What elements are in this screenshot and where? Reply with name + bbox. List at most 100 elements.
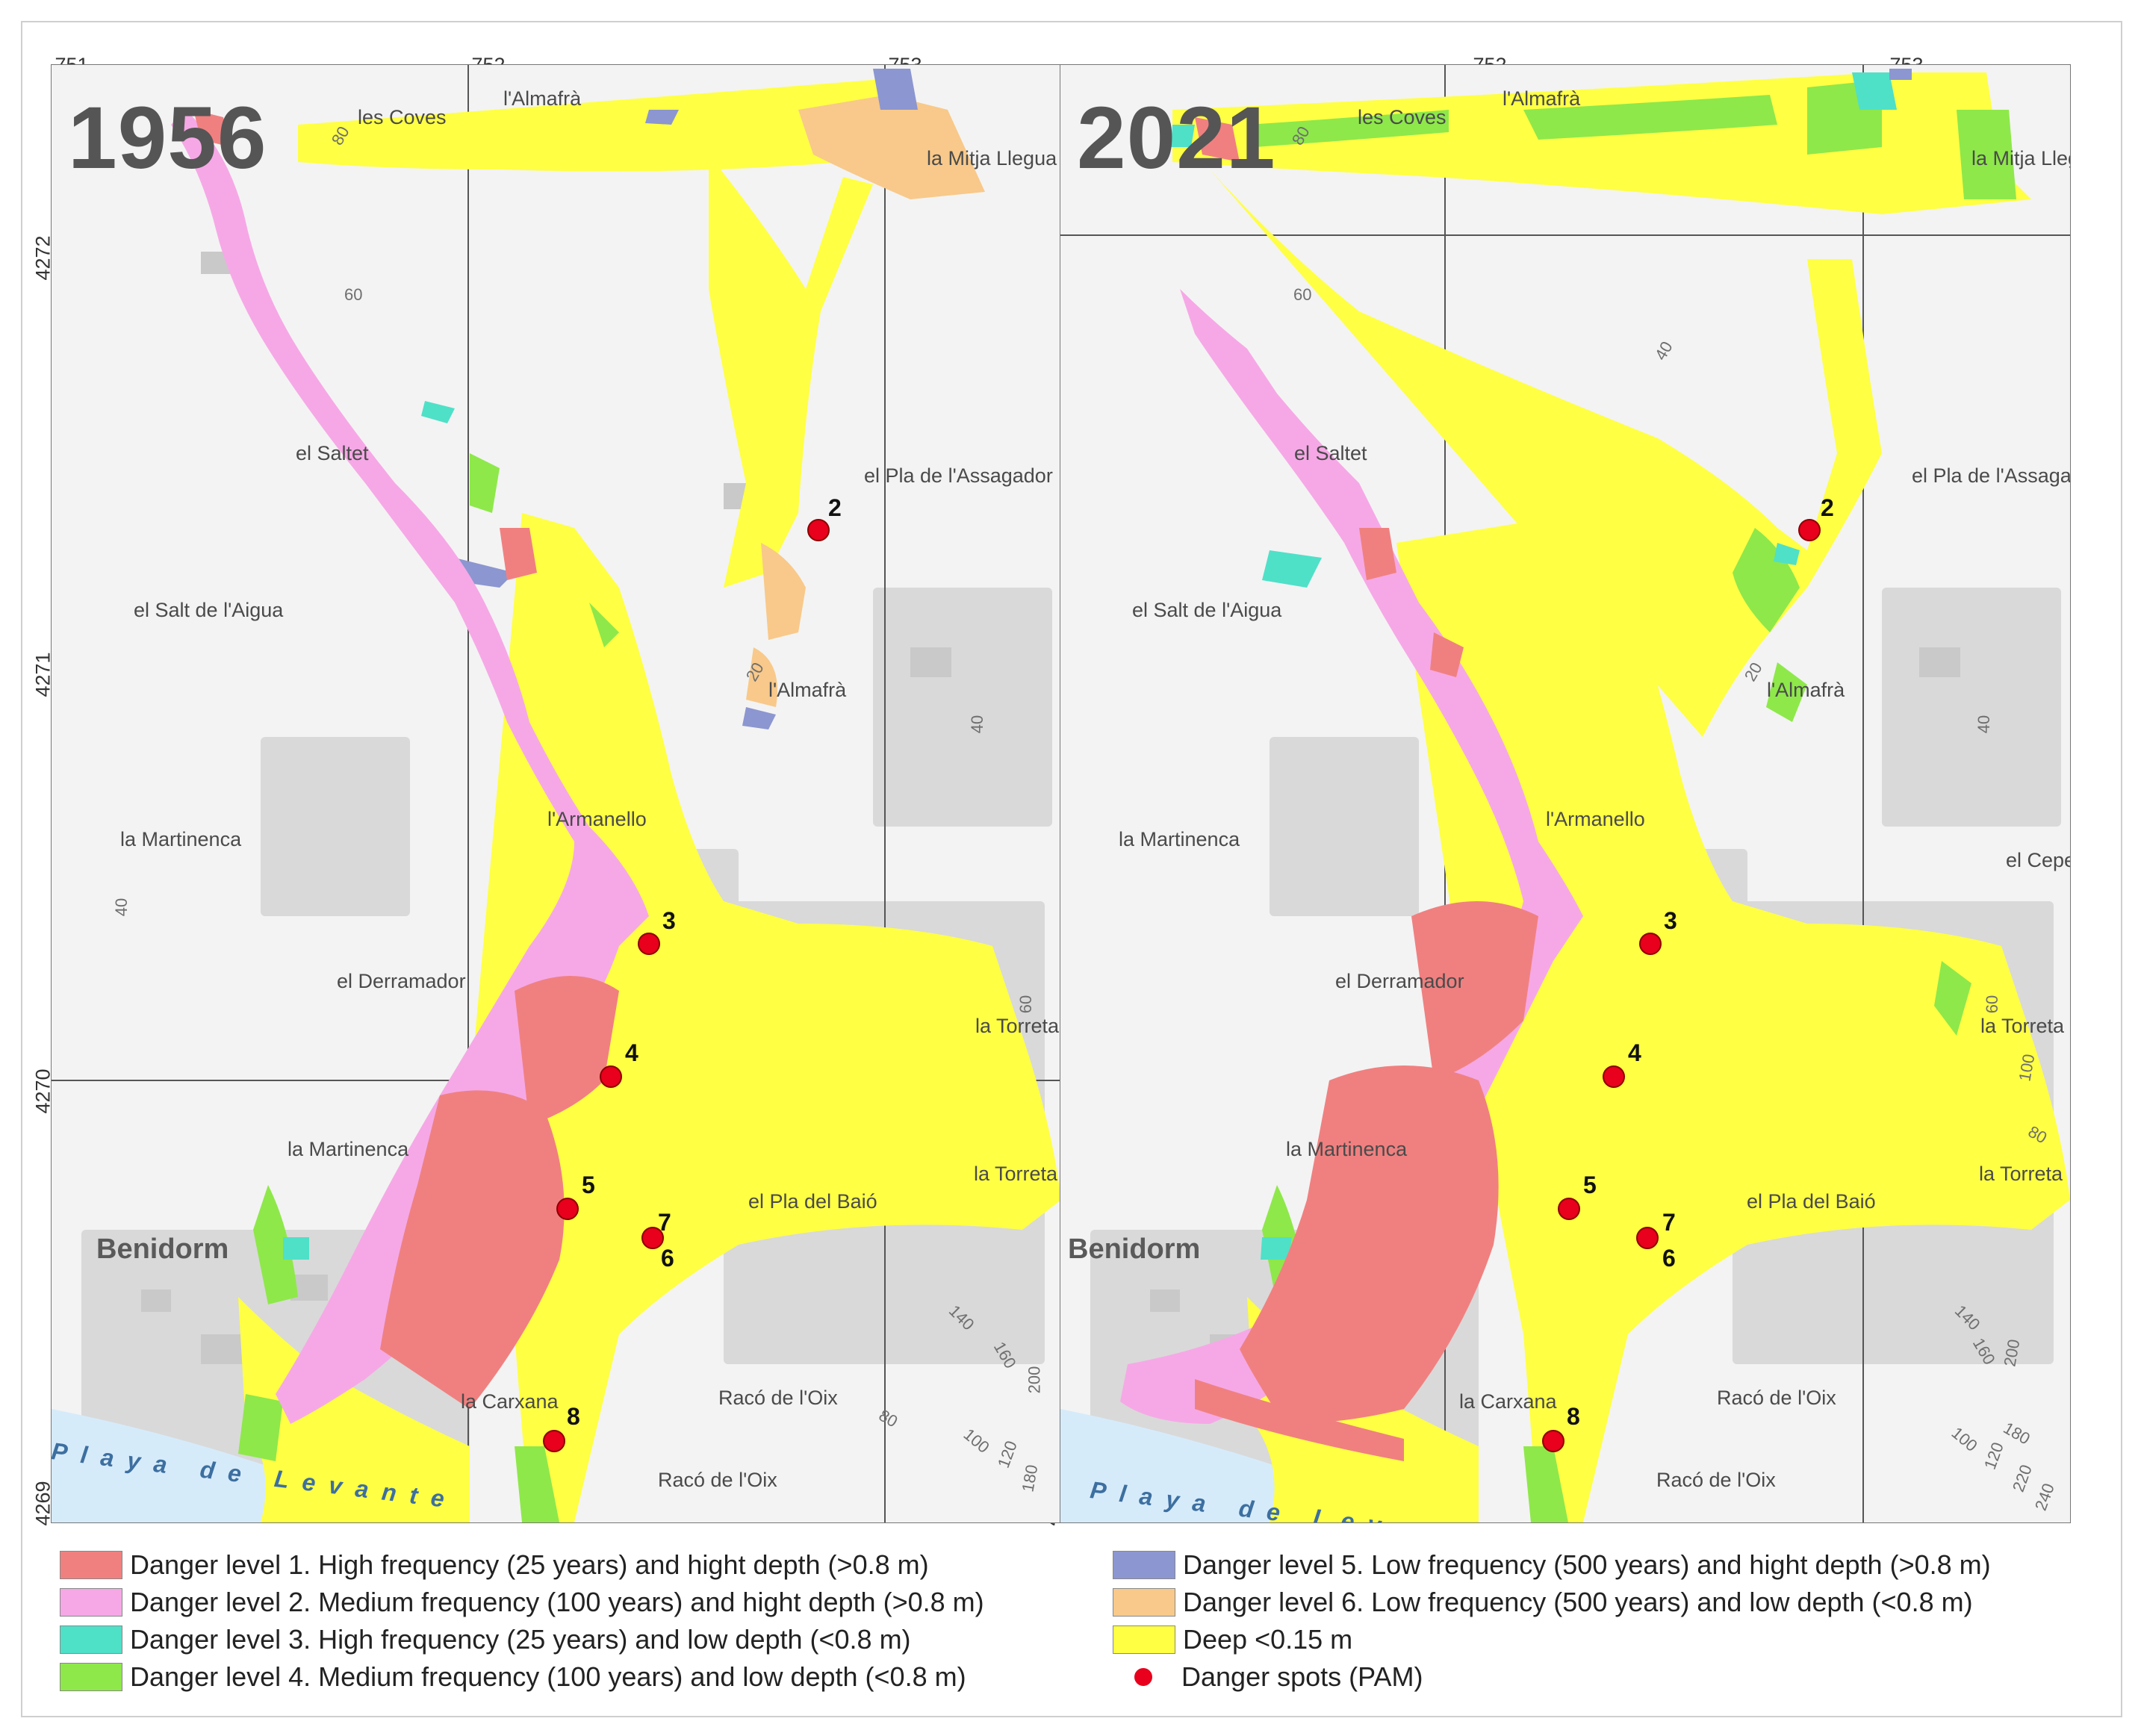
place-label: la Martinenca	[120, 828, 242, 850]
place-label: el Cepellar	[2006, 849, 2071, 871]
zone-level-3	[1171, 72, 1897, 1260]
contour-label: 60	[344, 285, 363, 304]
contour-label: 60	[1293, 285, 1312, 304]
year-label: 1956	[68, 89, 267, 187]
place-label: el Pla del Baió	[748, 1190, 877, 1213]
map-panel-2021: 2021 les Coves l'Almafrà la Mitja Llegua…	[1060, 64, 2071, 1523]
legend-swatch	[1113, 1551, 1175, 1579]
zone-level-5	[1889, 69, 1912, 80]
legend-label: Danger spots (PAM)	[1181, 1661, 1423, 1692]
place-label: el Salt de l'Aigua	[134, 599, 284, 621]
place-label: Racó de l'Oix	[658, 1469, 777, 1491]
spot-label-2: 2	[1821, 494, 1834, 521]
contour-label: 200	[1025, 1366, 1044, 1394]
spot-label-8: 8	[1567, 1403, 1580, 1430]
map-2021-graphics	[1060, 65, 2070, 1522]
place-label: el Pla de l'Assagador	[864, 464, 1053, 487]
legend-label: Danger level 2. Medium frequency (100 ye…	[130, 1587, 984, 1617]
place-label: Racó de l'Oix	[718, 1387, 838, 1409]
year-label: 2021	[1077, 89, 1276, 187]
legend-swatch	[60, 1625, 122, 1654]
danger-spot-8	[1542, 1430, 1564, 1452]
place-label: el Saltet	[296, 442, 369, 464]
spot-label-7: 7	[658, 1209, 671, 1236]
legend: Danger level 1. High frequency (25 years…	[60, 1549, 2091, 1710]
danger-spot-6-7	[1636, 1227, 1659, 1249]
legend-item-danger-spots: Danger spots (PAM)	[1113, 1661, 1423, 1693]
legend-item-level-5: Danger level 5. Low frequency (500 years…	[1113, 1549, 1991, 1581]
legend-label: Deep <0.15 m	[1183, 1624, 1353, 1655]
place-label-city: Benidorm	[96, 1233, 229, 1265]
legend-item-level-1: Danger level 1. High frequency (25 years…	[60, 1549, 929, 1581]
legend-label: Danger level 4. Medium frequency (100 ye…	[130, 1661, 966, 1692]
zone-level-2	[1120, 289, 1583, 1424]
legend-label: Danger level 6. Low frequency (500 years…	[1183, 1587, 1973, 1617]
map-1956-graphics	[52, 65, 1061, 1522]
legend-swatch	[60, 1551, 122, 1579]
spot-label-4: 4	[625, 1039, 638, 1066]
place-label: l'Almafrà	[1767, 679, 1845, 701]
place-label: l'Almafrà	[503, 87, 582, 110]
legend-swatch	[1113, 1588, 1175, 1617]
place-label: l'Armanello	[1546, 808, 1645, 830]
legend-item-level-4: Danger level 4. Medium frequency (100 ye…	[60, 1661, 966, 1693]
danger-spot-4	[1603, 1065, 1625, 1088]
place-label: la Torreta	[975, 1015, 1060, 1037]
legend-swatch	[1113, 1625, 1175, 1654]
place-label: la Torreta	[974, 1163, 1058, 1185]
legend-label: Danger level 3. High frequency (25 years…	[130, 1624, 911, 1655]
place-label: el Saltet	[1294, 442, 1367, 464]
legend-item-level-6: Danger level 6. Low frequency (500 years…	[1113, 1587, 1973, 1618]
place-label: la Carxana	[461, 1390, 559, 1413]
danger-spot-4	[600, 1065, 622, 1088]
danger-spot-icon	[1113, 1664, 1174, 1690]
place-label: les Coves	[358, 106, 447, 128]
danger-spots	[1542, 519, 1821, 1452]
danger-spot-6-7	[641, 1227, 664, 1249]
legend-label: Danger level 1. High frequency (25 years…	[130, 1549, 929, 1580]
place-label: l'Armanello	[547, 808, 647, 830]
map-panel-1956: 1956 les Coves l'Almafrà la Mitja Llegua…	[51, 64, 1062, 1523]
danger-spot-3	[1639, 933, 1662, 955]
spot-label-5: 5	[582, 1172, 595, 1198]
place-label: el Pla de l'Assagador	[1912, 464, 2071, 487]
zone-level-6	[746, 95, 985, 707]
danger-spot-2	[807, 519, 830, 541]
spot-label-8: 8	[567, 1403, 580, 1430]
place-label: la Martinenca	[1286, 1138, 1408, 1160]
contour-label: 60	[1983, 995, 2002, 1014]
place-label: el Pla del Baió	[1747, 1190, 1876, 1213]
zone-deep	[238, 80, 1061, 1522]
place-label: l'Almafrà	[1503, 87, 1581, 110]
spot-label-4: 4	[1628, 1039, 1641, 1066]
place-label: la Martinenca	[1119, 828, 1240, 850]
spot-label-3: 3	[1664, 907, 1677, 934]
legend-item-level-3: Danger level 3. High frequency (25 years…	[60, 1624, 911, 1655]
contour-label: 40	[112, 897, 131, 917]
place-label: l'Almafrà	[768, 679, 847, 701]
place-label: la Torreta	[1979, 1163, 2063, 1185]
legend-swatch	[60, 1588, 122, 1617]
place-label: el Salt de l'Aigua	[1132, 599, 1282, 621]
place-label: les Coves	[1358, 106, 1447, 128]
danger-spots	[543, 519, 830, 1452]
zone-level-1	[193, 110, 619, 1409]
danger-spot-5	[556, 1198, 579, 1220]
danger-spot-3	[638, 933, 660, 955]
place-label: la Mitja Llegua	[927, 147, 1057, 169]
place-label: la Mitja Llegua	[1971, 147, 2070, 169]
spot-label-5: 5	[1583, 1172, 1597, 1198]
zone-level-4	[238, 453, 619, 1522]
place-label: la Martinenca	[288, 1138, 409, 1160]
spot-label-2: 2	[828, 494, 842, 521]
spot-label-6: 6	[1662, 1245, 1676, 1272]
place-label: el Derramador	[337, 970, 466, 992]
place-label: Racó de l'Oix	[1717, 1387, 1836, 1409]
legend-swatch	[60, 1663, 122, 1691]
place-label-city: Benidorm	[1068, 1233, 1201, 1265]
legend-label: Danger level 5. Low frequency (500 years…	[1183, 1549, 1991, 1580]
contour-label: 60	[1016, 995, 1036, 1014]
legend-item-deep: Deep <0.15 m	[1113, 1624, 1352, 1655]
danger-spot-5	[1558, 1198, 1580, 1220]
zone-level-4	[1247, 80, 2016, 1522]
